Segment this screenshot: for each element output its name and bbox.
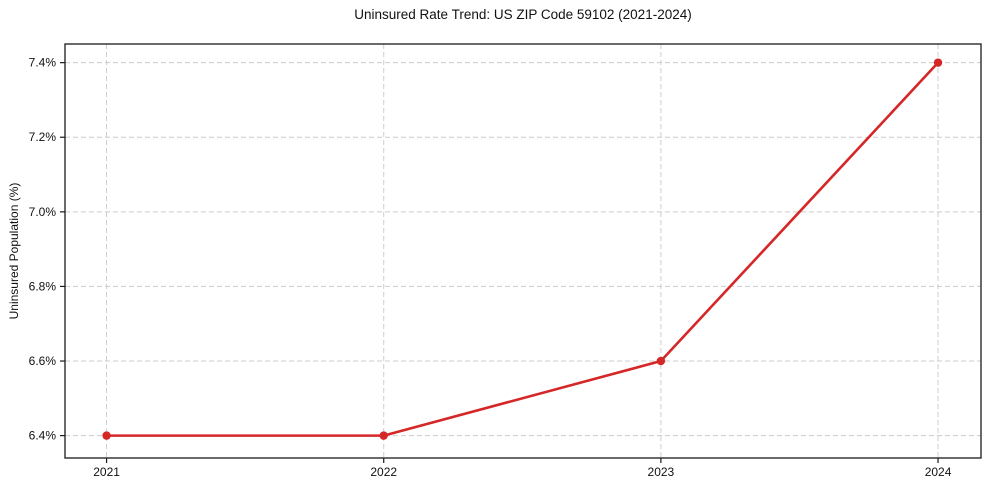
x-tick-label: 2023 — [648, 465, 675, 479]
x-tick-label: 2022 — [370, 465, 397, 479]
y-tick-label: 7.0% — [29, 205, 57, 219]
y-tick-label: 6.6% — [29, 354, 57, 368]
data-point-marker — [933, 58, 943, 67]
trend-line — [105, 61, 940, 437]
x-tick-label: 2024 — [925, 465, 952, 479]
data-point-marker — [379, 431, 388, 440]
y-tick-label: 7.4% — [29, 56, 57, 70]
y-tick-label: 7.2% — [29, 130, 57, 144]
y-tick-label: 6.8% — [29, 279, 57, 293]
plot-border — [64, 43, 982, 459]
data-point-marker — [102, 431, 111, 440]
chart-title: Uninsured Rate Trend: US ZIP Code 59102 … — [354, 7, 692, 22]
x-tick-label: 2021 — [93, 465, 120, 479]
y-tick-label: 6.4% — [29, 429, 57, 443]
data-point-marker — [656, 356, 666, 366]
